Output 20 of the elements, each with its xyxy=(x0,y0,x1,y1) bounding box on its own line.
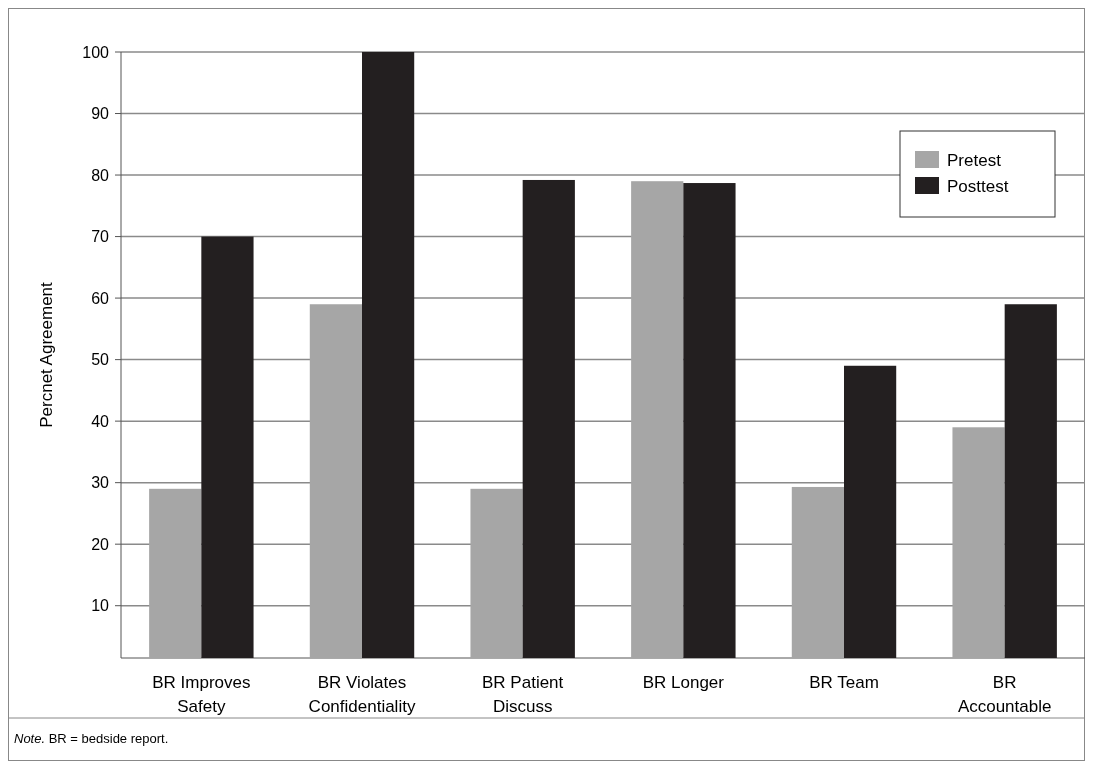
x-tick-label: BR Team xyxy=(809,673,879,692)
x-tick-label: BR Improves Safety xyxy=(152,673,251,716)
y-tick-label: 10 xyxy=(91,597,110,615)
x-tick-label: BR Violates Confidentiality xyxy=(308,673,416,716)
x-tick-label: BR Longer xyxy=(642,673,725,692)
y-tick-label: 70 xyxy=(91,228,110,246)
y-tick-label: 30 xyxy=(91,474,110,492)
text: Note. BR = bedside report. xyxy=(14,731,169,746)
y-tick-label: 50 xyxy=(91,351,110,369)
legend-label: Posttest xyxy=(947,176,1009,196)
legend-label: Pretest xyxy=(947,150,1002,170)
x-tick-label: BR Accountable xyxy=(957,673,1052,716)
y-tick-label: 80 xyxy=(91,166,110,184)
y-tick-label: 40 xyxy=(91,412,110,430)
y-tick-label: 20 xyxy=(91,535,110,553)
y-axis-title: Percnet Agreement xyxy=(37,281,56,428)
y-tick-label: 60 xyxy=(91,289,110,307)
y-tick-label: 90 xyxy=(91,105,110,123)
y-tick-label: 100 xyxy=(82,43,110,61)
x-tick-label: BR Patient Discuss xyxy=(482,673,564,716)
